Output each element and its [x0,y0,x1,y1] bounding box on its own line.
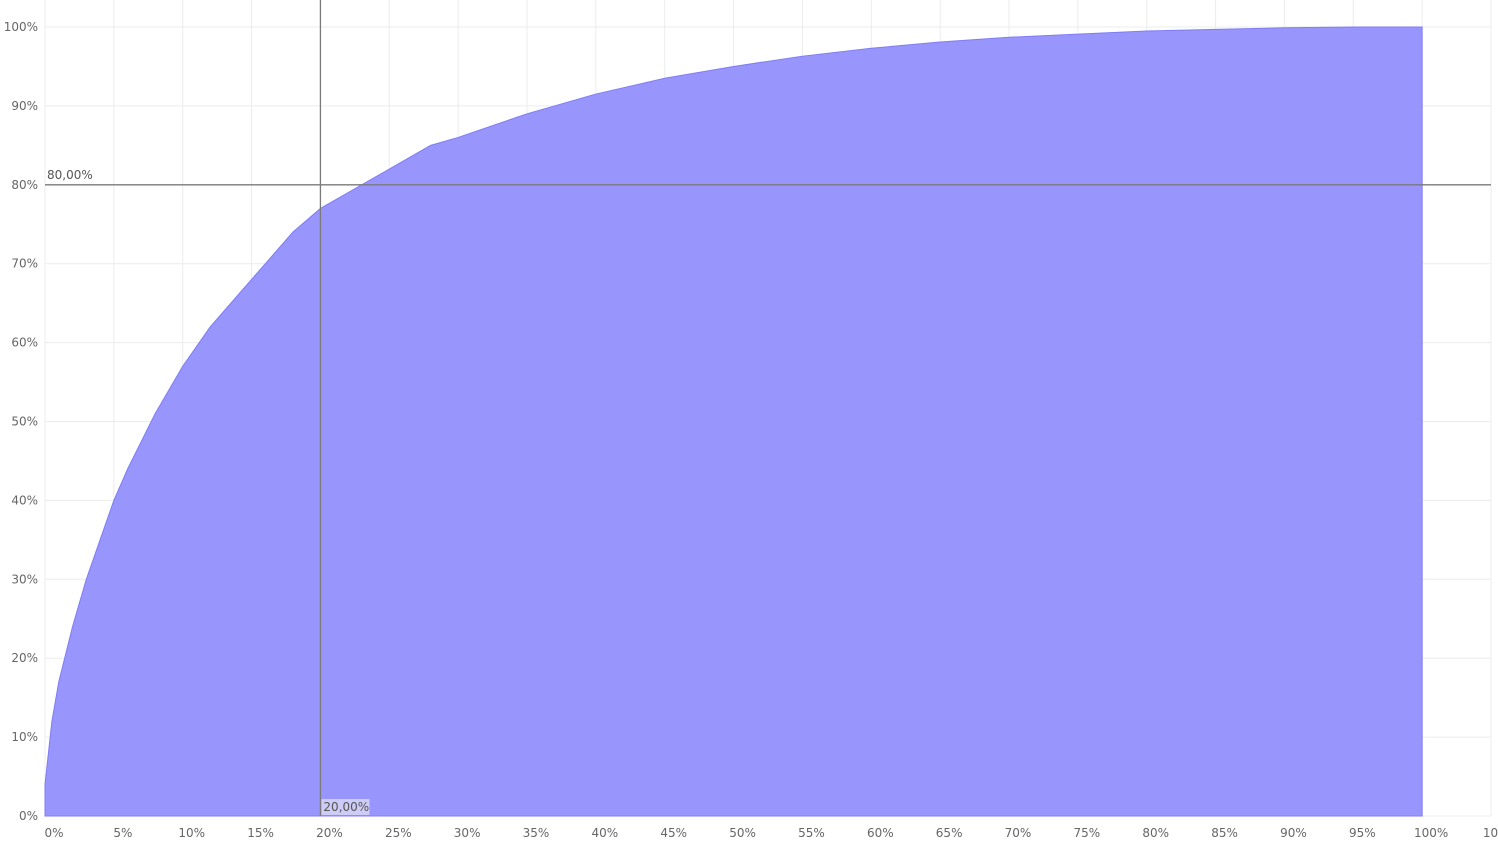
x-tick-label: 65% [936,826,963,840]
x-tick-label: 30% [454,826,481,840]
x-tick-label: 20% [316,826,343,840]
x-tick-label: 40% [592,826,619,840]
x-tick-label: 5% [113,826,132,840]
x-tick-label: 45% [660,826,687,840]
area-series-layer [44,26,1423,817]
y-reference-label: 80,00% [47,168,93,182]
x-tick-label: 85% [1211,826,1238,840]
x-tick-label: 10% [178,826,205,840]
x-reference-label: 20,00% [323,800,369,814]
x-tick-label: 25% [385,826,412,840]
x-tick-label: 50% [729,826,756,840]
x-tick-label: 70% [1005,826,1032,840]
x-tick-label: 0% [44,826,63,840]
y-tick-label: 40% [11,493,38,507]
y-tick-label: 0% [19,809,38,823]
x-tick-label: 35% [523,826,550,840]
y-tick-label: 60% [11,336,38,350]
y-tick-label: 70% [11,257,38,271]
x-tick-label: 15% [247,826,274,840]
y-tick-label: 30% [11,572,38,586]
x-tick-label: 105% [1483,826,1498,840]
y-tick-label: 50% [11,415,38,429]
axis-tick-labels: 0% 10% 20% 30% 40% 50% 60% 70% 80% 90% 100% 0% 5% 10%… [4,20,1498,840]
y-tick-label: 20% [11,651,38,665]
x-tick-label: 90% [1280,826,1307,840]
x-reference-label-bg [321,799,370,815]
x-tick-label: 60% [867,826,894,840]
cumulative-area [44,26,1423,817]
x-tick-label: 95% [1349,826,1376,840]
x-tick-label: 55% [798,826,825,840]
x-tick-label: 75% [1074,826,1101,840]
x-tick-label: 80% [1142,826,1169,840]
x-tick-label: 100% [1414,826,1448,840]
y-tick-label: 80% [11,178,38,192]
y-tick-label: 10% [11,730,38,744]
reference-lines: 80,00% 20,00% [45,0,1491,816]
y-tick-label: 90% [11,99,38,113]
y-tick-label: 100% [4,20,38,34]
